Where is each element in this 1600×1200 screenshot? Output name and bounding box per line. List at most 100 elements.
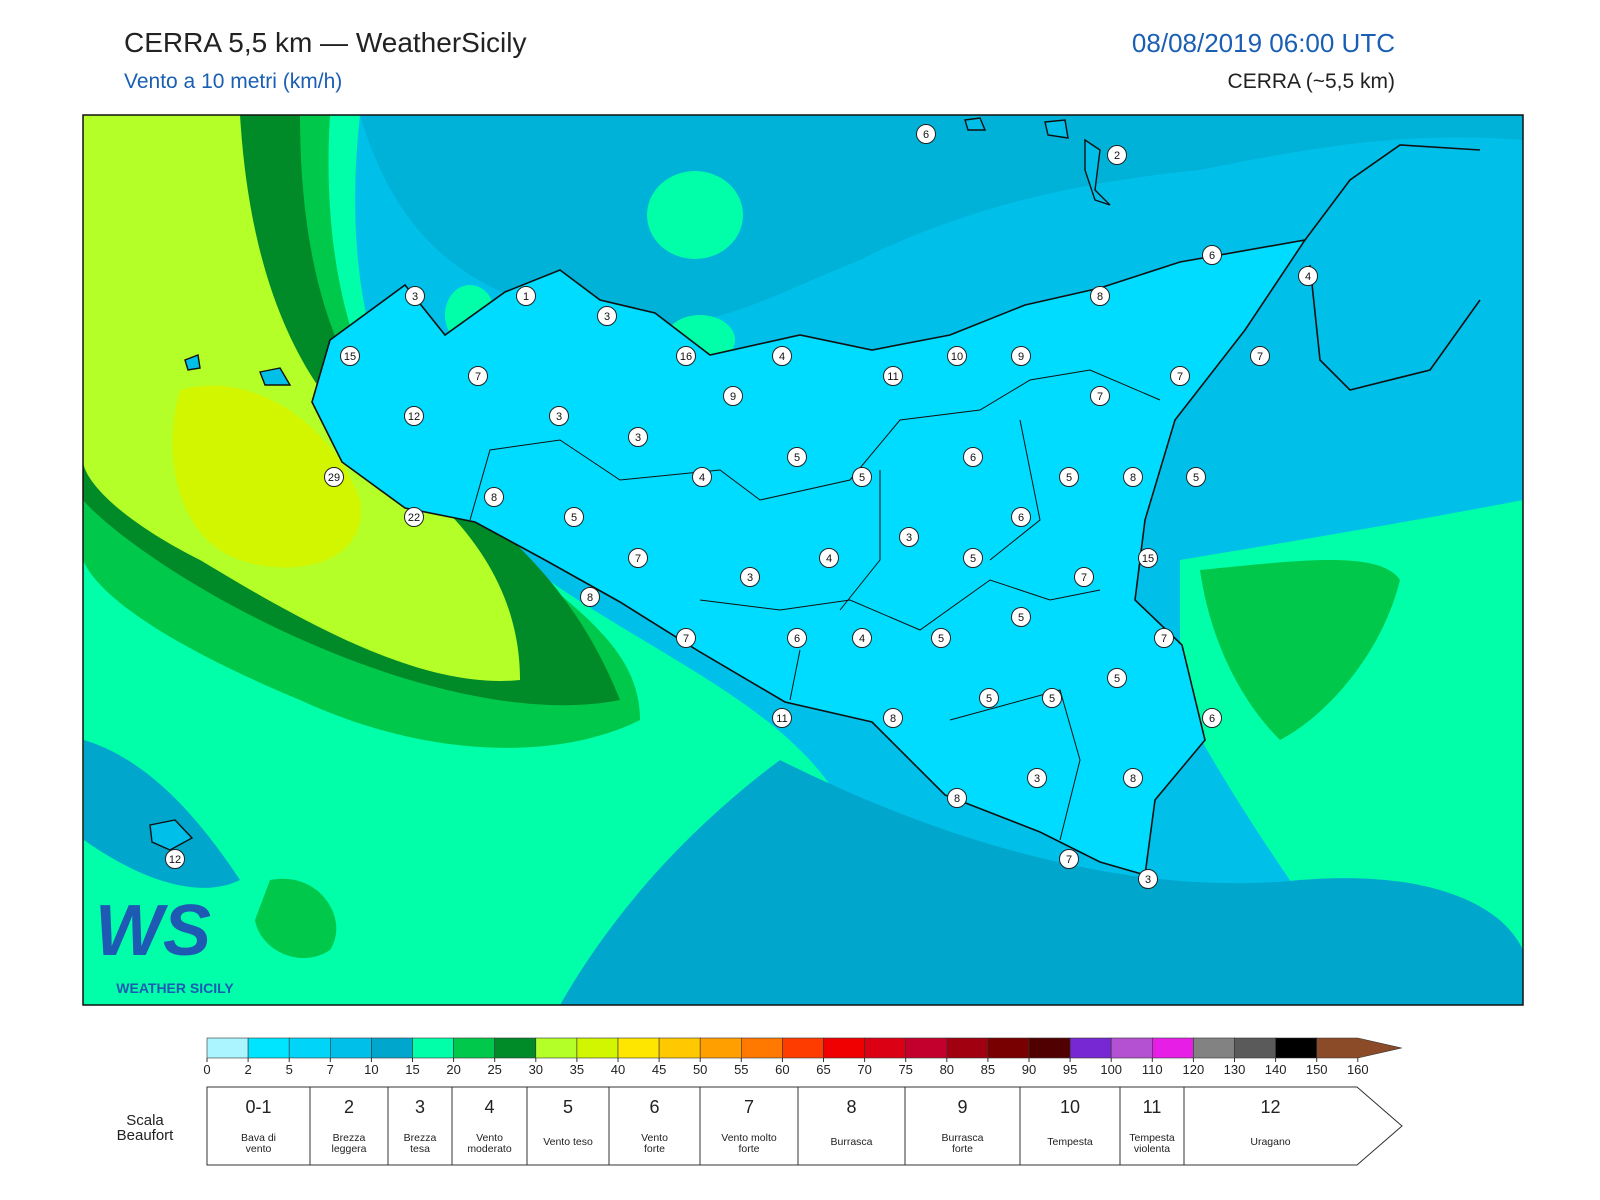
beaufort-desc: Tempesta [1047,1136,1093,1148]
station-value: 5 [1049,693,1055,705]
colorbar-cell [576,1037,619,1059]
station-marker [1202,245,1222,265]
station: 5 [963,548,983,568]
colorbar-tick-label: 55 [734,1062,748,1077]
station-value: 7 [1081,572,1087,584]
station-value: 3 [1145,874,1151,886]
colorbar-tick-label: 140 [1265,1062,1287,1077]
colorbar-cell [1316,1037,1402,1059]
beaufort-label: Beaufort [117,1127,175,1144]
colorbar: 0 2 5 7 10 15 20 25 30 35 40 45 50 55 60 65 70 75 80 85 90 95… [203,1037,1402,1077]
station-value: 8 [890,713,896,725]
station: 9 [723,386,743,406]
logo-name: WEATHER SICILY [116,980,234,996]
station-value: 11 [887,371,898,383]
station-value: 5 [1114,673,1120,685]
colorbar-tick-label: 10 [364,1062,378,1077]
station-marker [1011,346,1031,366]
station-marker [405,286,425,306]
station-value: 3 [906,532,912,544]
station: 4 [772,346,792,366]
colorbar-tick-label: 75 [898,1062,912,1077]
colorbar-cell [288,1037,331,1059]
station: 8 [580,587,600,607]
calabria-outline [1304,144,1481,391]
station-marker [852,467,872,487]
station-value: 22 [408,512,420,524]
station-value: 4 [779,351,785,363]
station-value: 5 [938,633,944,645]
station-marker [549,406,569,426]
colorbar-tick-label: 7 [327,1062,334,1077]
model: CERRA (~5,5 km) [1228,70,1395,93]
station-marker [787,447,807,467]
station-value: 7 [1066,854,1072,866]
station-value: 5 [571,512,577,524]
station-value: 5 [1066,472,1072,484]
beaufort-desc: Tempesta [1129,1132,1175,1144]
station-value: 12 [408,411,420,423]
station: 6 [1202,708,1222,728]
colorbar-cell [371,1037,413,1059]
colorbar-tick-label: 90 [1022,1062,1036,1077]
station-value: 8 [1097,291,1103,303]
colorbar-tick-label: 15 [405,1062,419,1077]
colorbar-tick-label: 45 [652,1062,666,1077]
colorbar-cell [740,1037,783,1059]
beaufort-force: 10 [1060,1097,1080,1117]
station-marker [1042,688,1062,708]
beaufort-force: 6 [649,1097,659,1117]
station-marker [1170,366,1190,386]
station-value: 3 [412,291,418,303]
station-value: 9 [730,391,736,403]
station-marker [165,849,185,869]
station-marker [468,366,488,386]
station: 7 [1059,849,1079,869]
station: 4 [1298,266,1318,286]
station-marker [1250,346,1270,366]
station-value: 7 [635,553,641,565]
field-yellowgreen [83,115,520,681]
colorbar-cell [412,1037,454,1059]
station-marker [1298,266,1318,286]
colorbar-tick-label: 160 [1347,1062,1369,1077]
field-blue-sw [84,740,240,888]
beaufort-force: 2 [344,1097,354,1117]
colorbar-cell [905,1037,948,1059]
colorbar-cell [1234,1037,1276,1059]
beaufort-force: 11 [1143,1097,1162,1117]
beaufort-desc: forte [952,1143,973,1155]
station-marker [740,567,760,587]
station: 1 [516,286,536,306]
station-marker [516,286,536,306]
station-marker [1074,567,1094,587]
station: 3 [740,567,760,587]
station-value: 5 [1018,612,1024,624]
colorbar-cell [1110,1037,1153,1059]
beaufort-desc: violenta [1134,1143,1170,1155]
station-marker [1107,668,1127,688]
colorbar-cell [864,1037,906,1059]
station: 11 [883,366,903,386]
field-blue-north [360,115,1523,326]
station: 6 [1202,245,1222,265]
colorbar-cell [782,1037,824,1059]
station-marker [883,708,903,728]
field-blue-south [560,760,1523,1005]
station-marker [1154,628,1174,648]
station-value: 5 [1193,472,1199,484]
station: 7 [1090,386,1110,406]
field-green-sw [255,878,337,959]
field-mint-north [647,171,743,259]
station: 2 [1107,145,1127,165]
station: 6 [963,447,983,467]
station-value: 6 [1209,713,1215,725]
station: 5 [852,467,872,487]
station-marker [692,467,712,487]
station: 15 [340,346,360,366]
colorbar-tick-label: 70 [857,1062,871,1077]
station-marker [772,346,792,366]
beaufort-desc: Vento [476,1132,503,1144]
station-marker [1186,467,1206,487]
station: 9 [1011,346,1031,366]
